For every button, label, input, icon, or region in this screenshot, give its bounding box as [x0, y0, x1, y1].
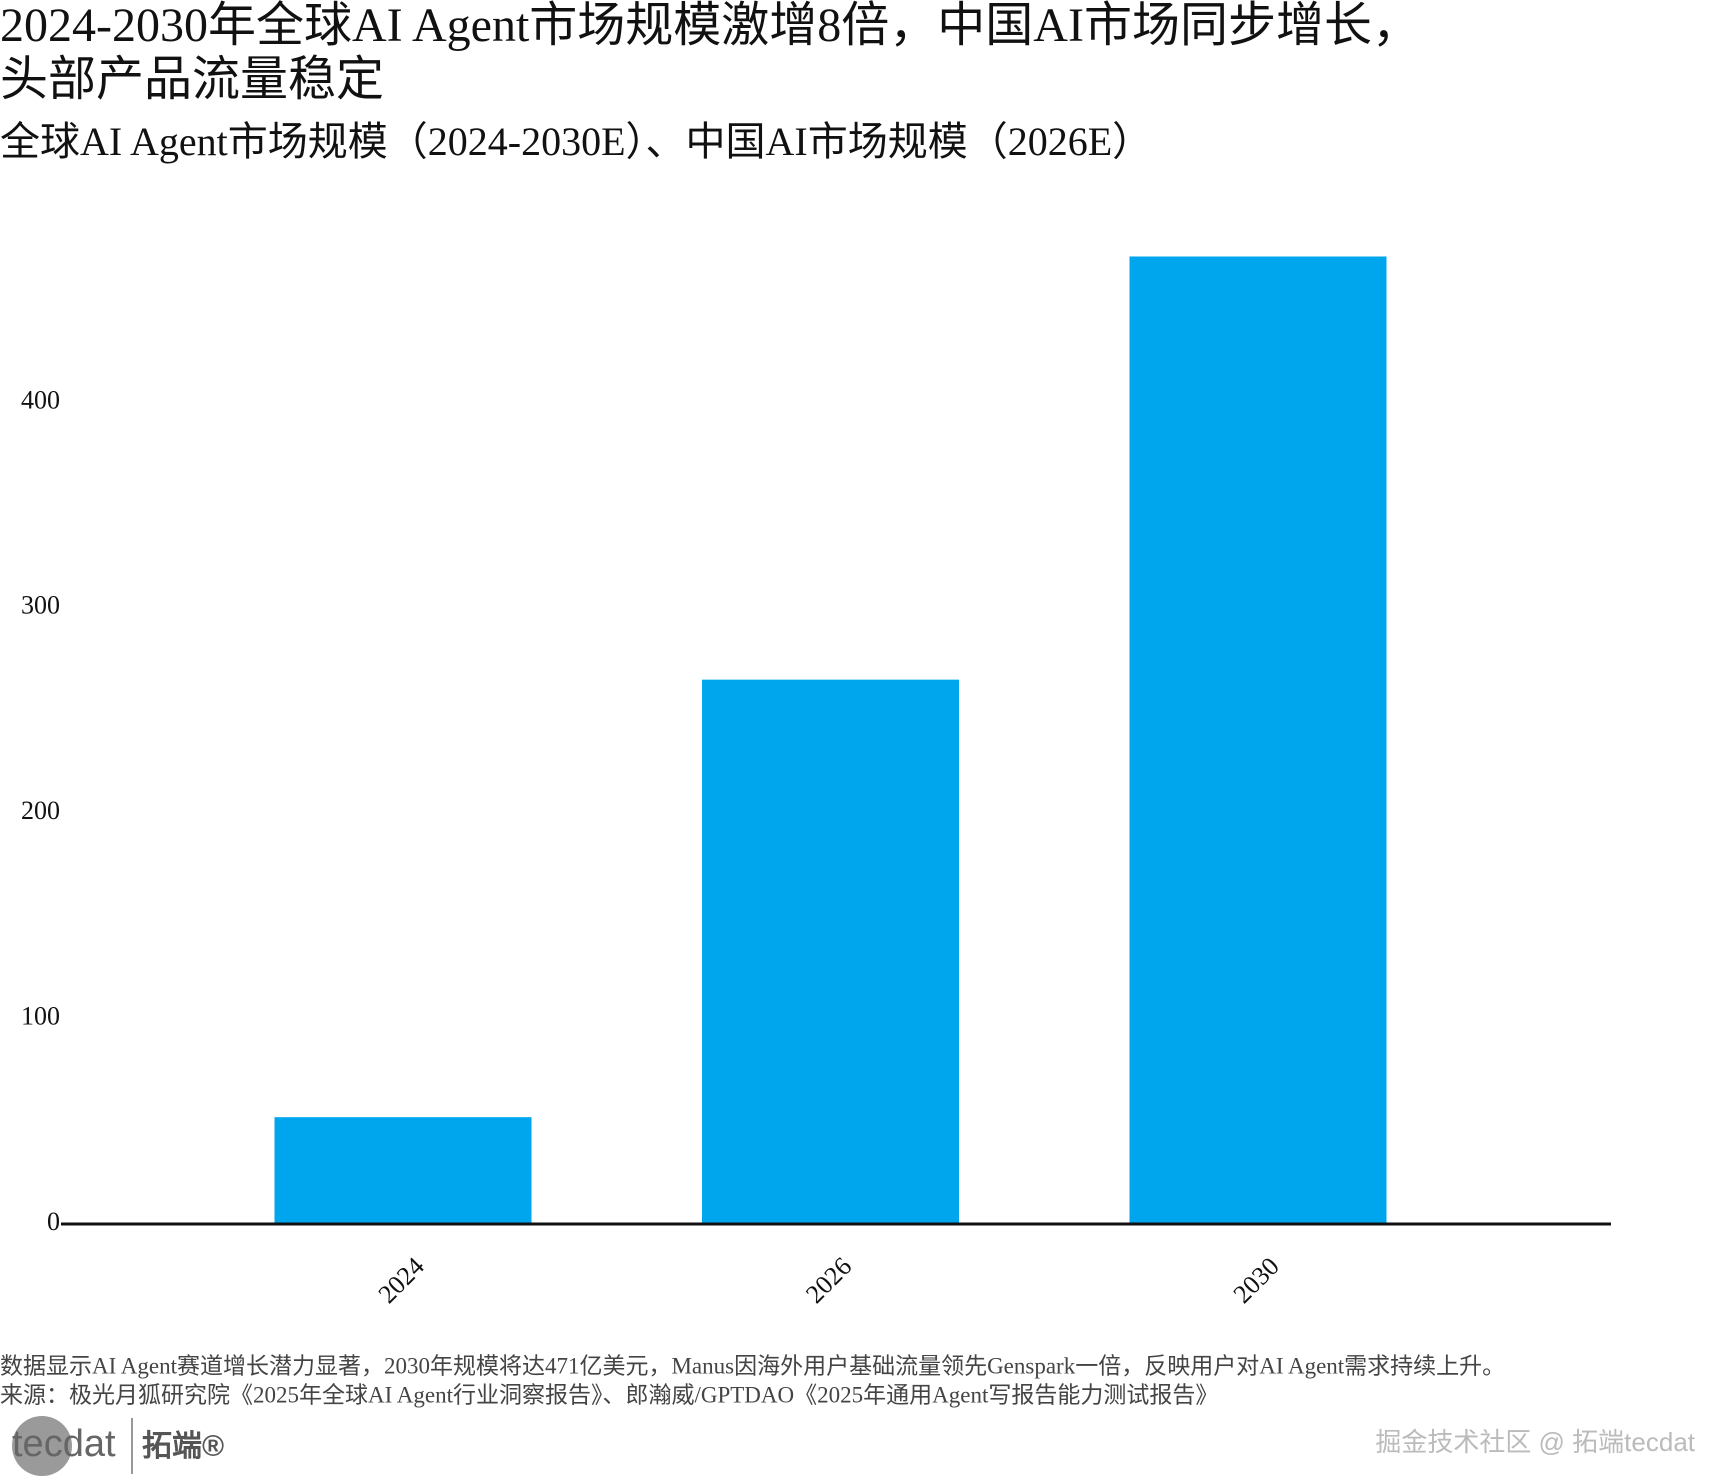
bar	[702, 679, 959, 1224]
y-tick-label: 400	[21, 385, 60, 414]
bar	[274, 1117, 532, 1224]
logo-badge	[12, 1416, 72, 1476]
y-tick-label: 100	[21, 1002, 60, 1031]
chart-title: 2024-2030年全球AI Agent市场规模激增8倍，中国AI市场同步增长，…	[0, 0, 1420, 106]
x-tick-label: 2026	[800, 1252, 857, 1309]
caption: 数据显示AI Agent赛道增长潜力显著，2030年规模将达471亿美元，Man…	[0, 1353, 1505, 1378]
x-tick-label: 2024	[373, 1252, 430, 1309]
y-tick-label: 200	[21, 796, 60, 825]
chart-subtitle: 全球AI Agent市场规模（2024-2030E）、中国AI市场规模（2026…	[0, 119, 1152, 164]
watermark: 掘金技术社区 @ 拓端tecdat	[1375, 1427, 1695, 1457]
logo: tecdat	[12, 1423, 116, 1465]
y-tick-label: 300	[21, 591, 60, 620]
bar	[1129, 256, 1387, 1224]
x-tick-label: 2030	[1228, 1252, 1285, 1309]
logo-cn: 拓端®	[142, 1430, 224, 1463]
y-tick-label: 0	[47, 1207, 60, 1236]
source: 来源：极光月狐研究院《2025年全球AI Agent行业洞察报告》、郎瀚威/GP…	[0, 1382, 1218, 1407]
